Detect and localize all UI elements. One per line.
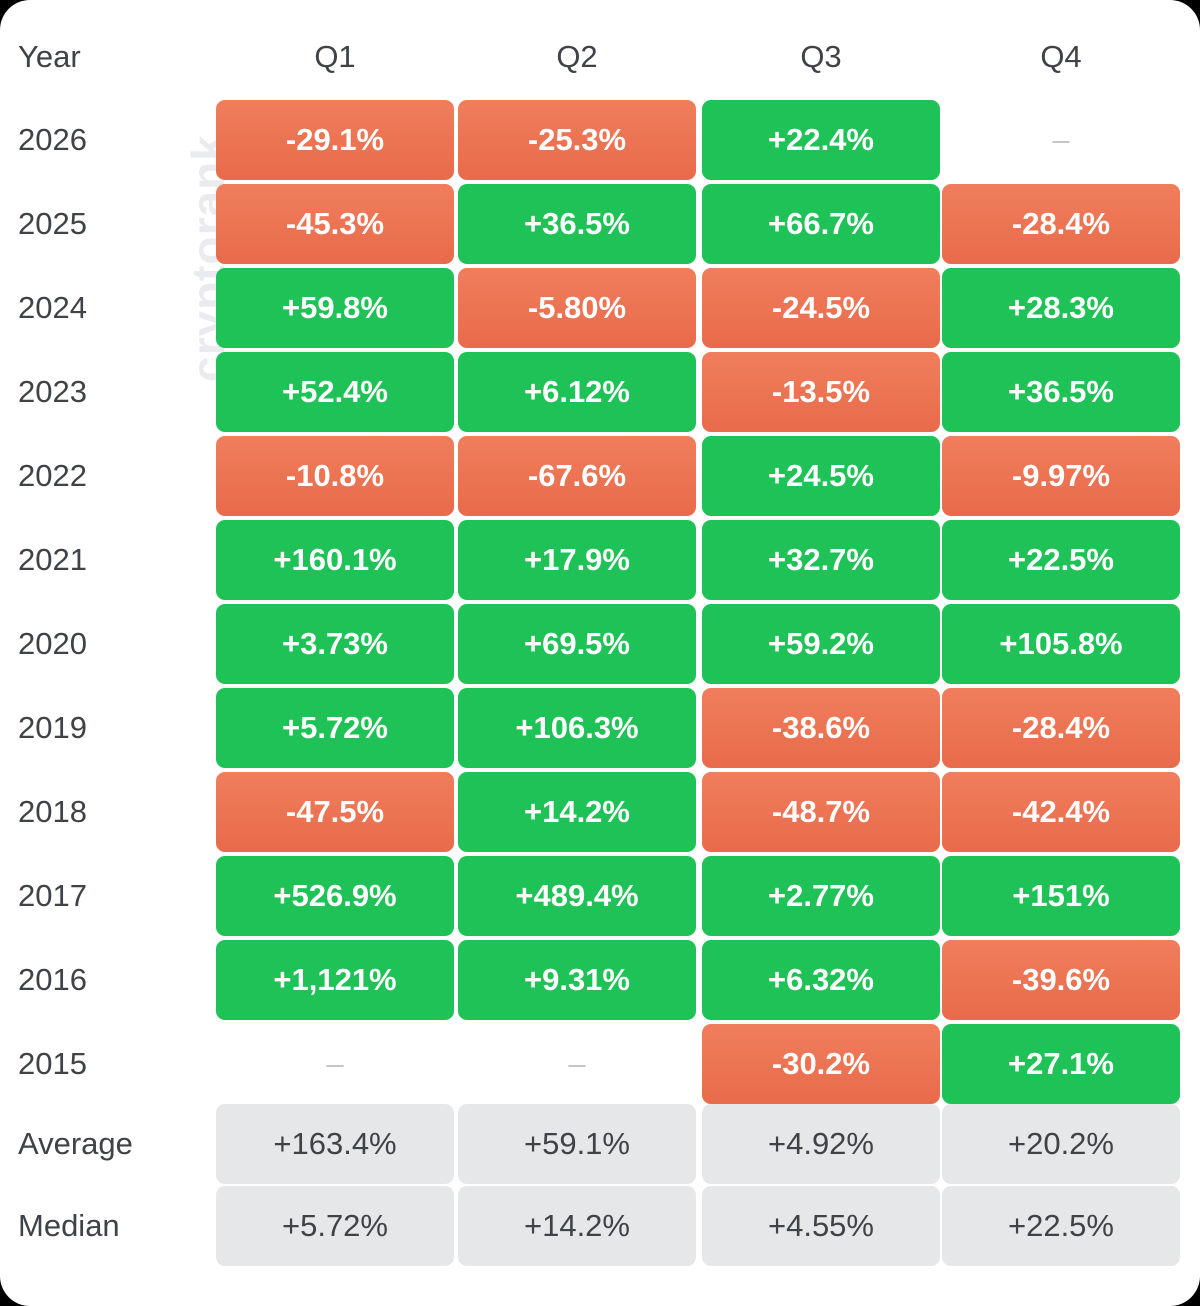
cell-2015-q3: -30.2% <box>702 1024 940 1104</box>
row-label-2019: 2019 <box>18 710 87 745</box>
row-label-2018: 2018 <box>18 794 87 829</box>
row-label-2016: 2016 <box>18 962 87 997</box>
cell-2015-q1: – <box>326 1046 344 1081</box>
cell-2019-q4: -28.4% <box>942 688 1180 768</box>
cell-2023-q3: -13.5% <box>702 352 940 432</box>
cell-2025-q4: -28.4% <box>942 184 1180 264</box>
cell-2024-q1: +59.8% <box>216 268 454 348</box>
cell-2015-q4: +27.1% <box>942 1024 1180 1104</box>
cell-2024-q2: -5.80% <box>458 268 696 348</box>
cell-2017-q2: +489.4% <box>458 856 696 936</box>
row-label-2026: 2026 <box>18 122 87 157</box>
row-label-2024: 2024 <box>18 290 87 325</box>
cell-2025-q1: -45.3% <box>216 184 454 264</box>
column-header-q2: Q2 <box>556 39 598 74</box>
cell-average-q4: +20.2% <box>942 1104 1180 1184</box>
cell-2019-q2: +106.3% <box>458 688 696 768</box>
cell-2018-q3: -48.7% <box>702 772 940 852</box>
cell-average-q2: +59.1% <box>458 1104 696 1184</box>
row-label-average: Average <box>18 1126 133 1161</box>
cell-2024-q3: -24.5% <box>702 268 940 348</box>
cell-2016-q3: +6.32% <box>702 940 940 1020</box>
cell-2022-q3: +24.5% <box>702 436 940 516</box>
cell-2023-q2: +6.12% <box>458 352 696 432</box>
row-label-2017: 2017 <box>18 878 87 913</box>
row-label-2021: 2021 <box>18 542 87 577</box>
cell-2019-q3: -38.6% <box>702 688 940 768</box>
cell-2021-q2: +17.9% <box>458 520 696 600</box>
cell-median-q2: +14.2% <box>458 1186 696 1266</box>
column-header-q3: Q3 <box>800 39 842 74</box>
cell-2016-q4: -39.6% <box>942 940 1180 1020</box>
column-header-q4: Q4 <box>1040 39 1082 74</box>
cell-2021-q4: +22.5% <box>942 520 1180 600</box>
cell-median-q3: +4.55% <box>702 1186 940 1266</box>
cell-2021-q3: +32.7% <box>702 520 940 600</box>
row-label-2020: 2020 <box>18 626 87 661</box>
cell-2015-q2: – <box>568 1046 586 1081</box>
cell-2025-q2: +36.5% <box>458 184 696 264</box>
cell-2023-q4: +36.5% <box>942 352 1180 432</box>
cell-median-q4: +22.5% <box>942 1186 1180 1266</box>
row-label-2023: 2023 <box>18 374 87 409</box>
cell-2016-q1: +1,121% <box>216 940 454 1020</box>
cell-2023-q1: +52.4% <box>216 352 454 432</box>
cell-2022-q1: -10.8% <box>216 436 454 516</box>
cell-average-q1: +163.4% <box>216 1104 454 1184</box>
cell-2026-q1: -29.1% <box>216 100 454 180</box>
cell-2020-q1: +3.73% <box>216 604 454 684</box>
cell-2022-q4: -9.97% <box>942 436 1180 516</box>
row-label-median: Median <box>18 1208 120 1243</box>
cell-2026-q3: +22.4% <box>702 100 940 180</box>
cell-2018-q4: -42.4% <box>942 772 1180 852</box>
cell-2020-q2: +69.5% <box>458 604 696 684</box>
cell-average-q3: +4.92% <box>702 1104 940 1184</box>
cell-2021-q1: +160.1% <box>216 520 454 600</box>
cell-median-q1: +5.72% <box>216 1186 454 1266</box>
row-label-2022: 2022 <box>18 458 87 493</box>
cell-2022-q2: -67.6% <box>458 436 696 516</box>
cell-2017-q4: +151% <box>942 856 1180 936</box>
cell-2025-q3: +66.7% <box>702 184 940 264</box>
column-header-year: Year <box>18 39 81 74</box>
column-header-q1: Q1 <box>314 39 356 74</box>
cell-2026-q4: – <box>1052 122 1070 157</box>
cell-2020-q3: +59.2% <box>702 604 940 684</box>
row-label-2015: 2015 <box>18 1046 87 1081</box>
cell-2026-q2: -25.3% <box>458 100 696 180</box>
cell-2024-q4: +28.3% <box>942 268 1180 348</box>
cell-2019-q1: +5.72% <box>216 688 454 768</box>
cell-2020-q4: +105.8% <box>942 604 1180 684</box>
row-label-2025: 2025 <box>18 206 87 241</box>
cell-2018-q1: -47.5% <box>216 772 454 852</box>
cell-2017-q1: +526.9% <box>216 856 454 936</box>
cell-2017-q3: +2.77% <box>702 856 940 936</box>
cell-2016-q2: +9.31% <box>458 940 696 1020</box>
cell-2018-q2: +14.2% <box>458 772 696 852</box>
